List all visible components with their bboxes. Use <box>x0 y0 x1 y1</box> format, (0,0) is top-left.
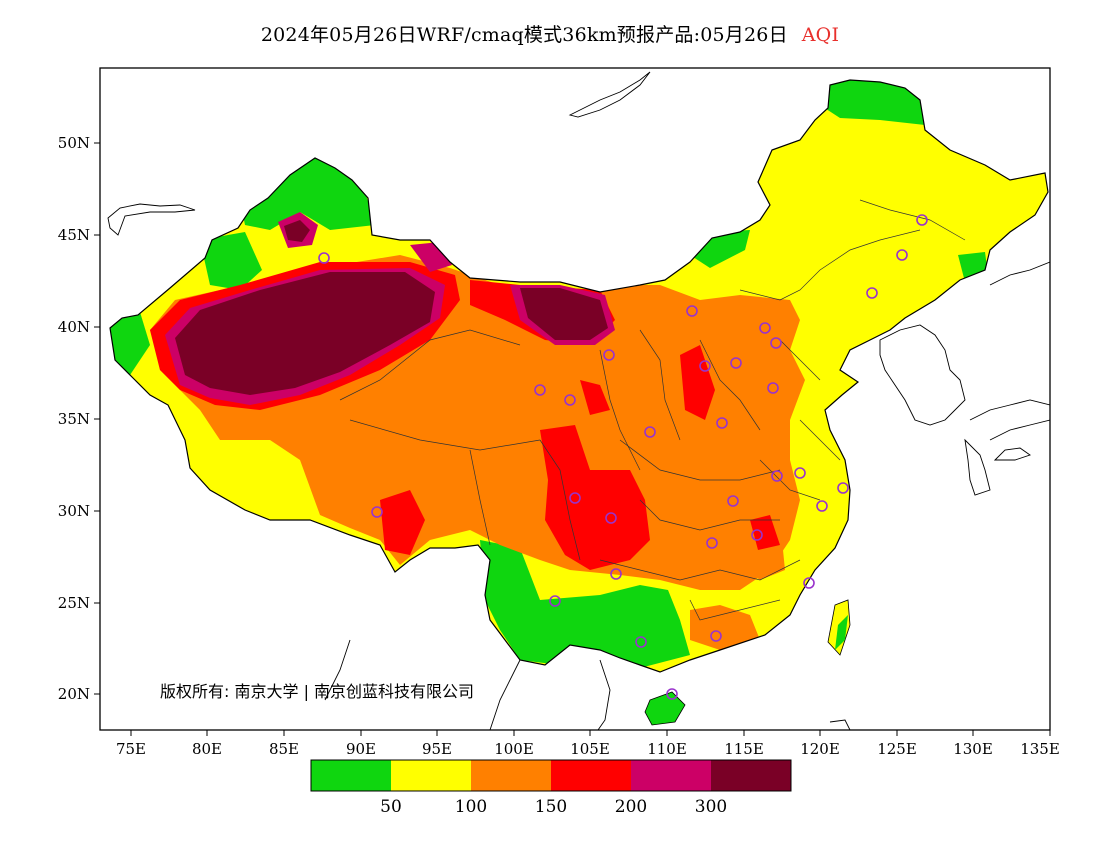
lon-tick-marks <box>130 730 1051 736</box>
hainan-island <box>644 691 686 726</box>
city-marker-hohhot <box>686 305 698 317</box>
lon-tick-label: 120E <box>800 740 840 758</box>
lon-tick-label: 100E <box>494 740 534 758</box>
lat-tick-label: 30N <box>58 502 90 520</box>
aqi-zone-red-ningxia <box>580 380 610 415</box>
city-marker-guiyang <box>610 568 622 580</box>
aqi-zone-red-tibet <box>380 490 425 555</box>
city-marker-wuhan <box>727 495 739 507</box>
aqi-zone-orange-guangdong <box>690 605 760 650</box>
city-marker-shijiazhuang <box>730 357 742 369</box>
lat-tick-label: 25N <box>58 594 90 612</box>
aqi-zone-green-kashgar <box>110 312 150 375</box>
aqi-zone-red-jiangxi <box>750 515 780 550</box>
legend-label: 200 <box>615 797 647 817</box>
legend-label: 50 <box>380 797 402 817</box>
lon-tick-label: 80E <box>192 740 222 758</box>
city-marker-yinchuan <box>603 349 615 361</box>
lon-tick-label: 90E <box>346 740 376 758</box>
legend-swatch-0 <box>311 760 391 791</box>
city-marker-nanjing <box>794 467 806 479</box>
lon-tick-label: 110E <box>647 740 687 758</box>
taiwan-green <box>835 615 848 650</box>
city-marker-xining <box>534 384 546 396</box>
aqi-zone-red-shanxi <box>680 345 715 420</box>
lon-tick-label: 105E <box>570 740 610 758</box>
aqi-zone-maroon-badain <box>520 288 608 340</box>
title-main: 2024年05月26日WRF/cmaq模式36km预报产品:05月26日 <box>260 24 788 46</box>
city-marker-haikou <box>666 688 678 700</box>
lat-tick-label: 50N <box>58 134 90 152</box>
city-marker-harbin <box>916 214 928 226</box>
aqi-zone-maroon-taklamakan <box>175 272 435 395</box>
city-marker-beijing <box>759 322 771 334</box>
title-variable: AQI <box>801 24 840 46</box>
map-title: 2024年05月26日WRF/cmaq模式36km预报产品:05月26日 AQI <box>0 20 1100 47</box>
legend-label: 300 <box>695 797 727 817</box>
city-marker-tianjin <box>770 337 782 349</box>
lon-tick-label: 95E <box>422 740 452 758</box>
legend-frame <box>310 759 792 792</box>
city-marker-nanchang <box>751 529 763 541</box>
lon-tick-label: 125E <box>877 740 917 758</box>
lon-tick-label: 115E <box>724 740 764 758</box>
city-marker-chengdu <box>569 492 581 504</box>
aqi-legend: 50 100 150 200 300 <box>310 759 792 817</box>
province-boundaries <box>339 199 966 621</box>
city-marker-guangzhou <box>710 630 722 642</box>
lat-tick-marks <box>94 142 100 695</box>
city-marker-urumqi <box>318 252 330 264</box>
city-marker-lhasa <box>371 506 383 518</box>
aqi-zone-red-sichuan <box>540 425 650 570</box>
legend-label: 150 <box>535 797 567 817</box>
lat-tick-label: 40N <box>58 318 90 336</box>
city-marker-zhengzhou <box>716 417 728 429</box>
city-marker-shenyang <box>866 287 878 299</box>
city-marker-kunming <box>549 595 561 607</box>
city-marker-lanzhou <box>564 394 576 406</box>
city-marker-fuzhou <box>803 577 815 589</box>
foreign-coastlines <box>107 71 1050 730</box>
aqi-zone-green-northeast <box>820 80 925 125</box>
lat-tick-label: 45N <box>58 226 90 244</box>
legend-swatch-3 <box>551 760 631 791</box>
aqi-zone-green-southwest <box>480 540 690 668</box>
lon-axis: 75E 80E 85E 90E 95E 100E 105E 110E 115E … <box>116 730 1060 758</box>
copyright-text: 版权所有: 南京大学 | 南京创蓝科技有限公司 <box>160 682 474 701</box>
city-markers <box>318 214 928 700</box>
city-marker-hangzhou <box>816 500 828 512</box>
lon-tick-label: 130E <box>953 740 993 758</box>
city-marker-chongqing <box>605 512 617 524</box>
city-marker-hefei <box>771 470 783 482</box>
city-marker-changchun <box>896 249 908 261</box>
city-marker-jinan <box>767 382 779 394</box>
lat-axis: 50N 45N 40N 35N 30N 25N 20N <box>58 134 100 703</box>
china-border <box>109 79 1049 673</box>
lat-tick-label: 35N <box>58 410 90 428</box>
legend-swatch-2 <box>471 760 551 791</box>
city-marker-xian <box>644 426 656 438</box>
legend-swatch-1 <box>391 760 471 791</box>
legend-swatch-5 <box>711 760 791 791</box>
lon-tick-label: 135E <box>1020 740 1060 758</box>
city-marker-shanghai <box>837 482 849 494</box>
aqi-zone-green-innermongolia <box>690 230 750 268</box>
legend-swatch-4 <box>631 760 711 791</box>
lon-tick-label: 85E <box>269 740 299 758</box>
lat-tick-label: 20N <box>58 685 90 703</box>
city-marker-taiyuan <box>699 360 711 372</box>
aqi-zone-maroon-junggar <box>284 220 310 242</box>
aqi-zone-green-west <box>200 232 262 290</box>
city-marker-nanning <box>635 636 647 648</box>
lon-tick-label: 75E <box>116 740 146 758</box>
legend-label: 100 <box>455 797 487 817</box>
plot-frame <box>99 67 1051 731</box>
city-marker-changsha <box>706 537 718 549</box>
